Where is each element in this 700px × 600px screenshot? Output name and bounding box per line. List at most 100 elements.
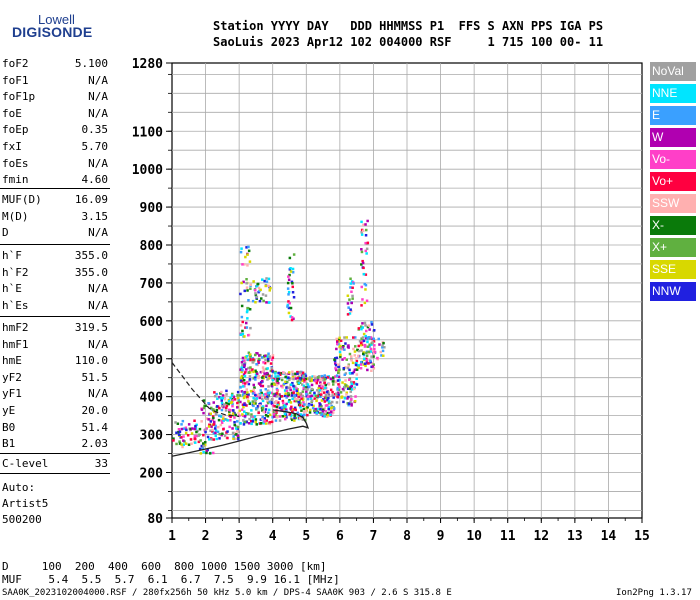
echo-point bbox=[341, 346, 344, 349]
echo-point bbox=[270, 384, 274, 387]
echo-point bbox=[348, 387, 352, 390]
echo-point bbox=[202, 442, 205, 445]
param-name: yF2 bbox=[2, 370, 22, 384]
echo-point bbox=[273, 405, 276, 408]
param-row: foEs N/A bbox=[2, 157, 108, 173]
legend-entry-sse: SSE bbox=[650, 260, 696, 279]
footer-distance-row: D 100 200 400 600 800 1000 1500 3000 [km… bbox=[2, 560, 327, 573]
param-row: foF2 5.100 bbox=[2, 57, 108, 73]
echo-point bbox=[319, 381, 322, 384]
echo-point bbox=[193, 437, 196, 440]
echo-point bbox=[343, 397, 347, 400]
echo-point bbox=[242, 391, 245, 394]
echo-point bbox=[198, 447, 202, 451]
echo-point bbox=[285, 416, 288, 419]
echo-point bbox=[337, 375, 341, 379]
param-value: 5.100 bbox=[74, 57, 108, 70]
echo-point bbox=[361, 322, 364, 325]
echo-point bbox=[320, 383, 323, 386]
echo-point bbox=[310, 378, 313, 382]
echo-point bbox=[350, 397, 353, 401]
echo-point bbox=[287, 300, 290, 303]
echo-point bbox=[352, 370, 356, 374]
echo-point bbox=[261, 407, 265, 410]
echo-point bbox=[322, 379, 325, 382]
panel-separator bbox=[0, 188, 110, 189]
y-tick-label: 200 bbox=[140, 467, 164, 482]
echo-point bbox=[251, 400, 255, 403]
echo-point bbox=[293, 419, 296, 422]
echo-point bbox=[255, 395, 259, 399]
echo-point bbox=[246, 380, 249, 384]
echo-point bbox=[213, 395, 217, 398]
echo-point bbox=[290, 280, 294, 284]
echo-point bbox=[189, 438, 193, 441]
echo-point bbox=[332, 377, 335, 381]
echo-point bbox=[236, 394, 239, 397]
echo-point bbox=[364, 249, 367, 253]
param-value: 5.70 bbox=[81, 140, 109, 153]
echo-point bbox=[373, 344, 376, 347]
echo-point bbox=[202, 406, 206, 410]
param-name: h`E bbox=[2, 282, 22, 296]
echo-point bbox=[241, 356, 245, 360]
echo-point bbox=[243, 335, 246, 338]
echo-point bbox=[306, 413, 309, 417]
echo-point bbox=[202, 450, 205, 454]
echo-point bbox=[365, 247, 369, 251]
echo-point bbox=[290, 316, 294, 319]
echo-point bbox=[309, 389, 313, 392]
echo-point bbox=[278, 406, 282, 410]
echo-point bbox=[297, 415, 300, 418]
header-line-1: Station YYYY DAY DDD HHMMSS P1 FFS S AXN… bbox=[213, 19, 604, 33]
echo-point bbox=[249, 389, 253, 393]
echo-point bbox=[245, 388, 248, 391]
param-value: 16.09 bbox=[74, 193, 108, 206]
echo-point bbox=[235, 433, 238, 436]
echo-point bbox=[189, 427, 192, 431]
echo-point bbox=[241, 363, 244, 367]
echo-point bbox=[348, 368, 351, 372]
echo-point bbox=[284, 417, 287, 421]
echo-point bbox=[333, 407, 336, 410]
echo-point bbox=[257, 357, 261, 361]
echo-point bbox=[353, 350, 357, 353]
echo-point bbox=[360, 304, 363, 307]
echo-point bbox=[263, 417, 266, 420]
echo-point bbox=[243, 371, 247, 374]
echo-point bbox=[337, 365, 340, 369]
echo-point bbox=[191, 427, 194, 430]
echo-point bbox=[270, 402, 274, 405]
echo-point bbox=[278, 393, 281, 396]
echo-point bbox=[182, 435, 185, 438]
echo-point bbox=[246, 309, 249, 312]
echo-point bbox=[294, 372, 297, 376]
echo-point bbox=[360, 233, 364, 236]
echo-point bbox=[364, 273, 368, 276]
echo-point bbox=[287, 376, 290, 379]
echo-point bbox=[273, 383, 276, 386]
echo-point bbox=[218, 406, 221, 410]
echo-point bbox=[259, 422, 263, 425]
echo-point bbox=[288, 256, 292, 260]
echo-point bbox=[260, 379, 264, 383]
echo-point bbox=[259, 389, 262, 392]
echo-point bbox=[331, 394, 334, 397]
echo-point bbox=[331, 400, 334, 404]
echo-point bbox=[366, 337, 369, 341]
echo-point bbox=[232, 409, 235, 412]
echo-point bbox=[239, 376, 243, 380]
echo-point bbox=[308, 376, 312, 379]
echo-point bbox=[342, 367, 346, 370]
echo-point bbox=[376, 356, 379, 360]
echo-point bbox=[325, 396, 328, 400]
echo-point bbox=[355, 368, 359, 371]
echo-point bbox=[317, 386, 320, 390]
echo-point bbox=[178, 440, 181, 443]
echo-point bbox=[259, 288, 262, 292]
echo-point bbox=[212, 408, 215, 412]
echo-point bbox=[332, 396, 335, 399]
echo-point bbox=[321, 414, 325, 418]
echo-point bbox=[382, 354, 385, 357]
echo-point bbox=[302, 407, 306, 411]
